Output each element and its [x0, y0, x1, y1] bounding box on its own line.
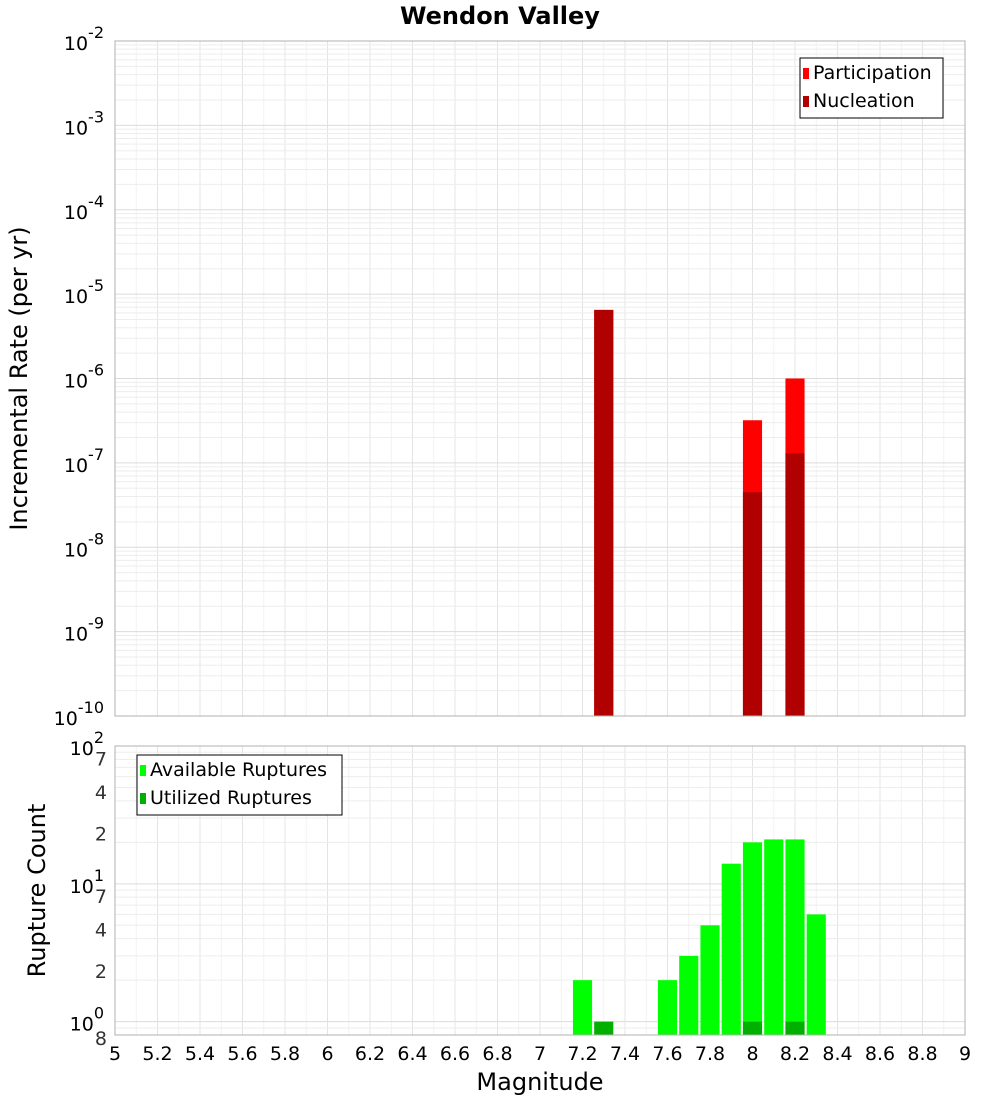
top-legend-swatch — [803, 96, 809, 107]
bottom-bar-available-ruptures — [764, 839, 784, 1035]
bottom-legend-box — [136, 754, 343, 816]
bottom-y-minor-label: 7 — [95, 886, 107, 908]
bottom-y-tick-label: 101 — [70, 866, 104, 898]
top-legend-label: Participation — [813, 62, 932, 84]
top-y-tick-label: 10-2 — [64, 23, 104, 55]
top-legend: Participation Nucleation — [799, 57, 944, 119]
x-tick-label: 5.2 — [142, 1043, 172, 1065]
bottom-legend-swatch — [140, 793, 146, 804]
chart-title: Wendon Valley — [400, 2, 600, 30]
x-axis: 5 5.2 5.4 5.6 5.8 6 6.2 6.4 6.6 6.8 7 7.2 7.4 7.6 7.8 8… — [109, 1043, 971, 1065]
top-y-tick-label: 10-3 — [64, 107, 104, 139]
x-tick-label: 9 — [959, 1043, 971, 1065]
x-tick-label: 8 — [746, 1043, 758, 1065]
top-y-tick-label: 10-6 — [64, 361, 104, 393]
bottom-legend-label: Utilized Ruptures — [150, 787, 312, 809]
top-gridlines — [114, 41, 966, 717]
top-y-tick-label: 10-4 — [64, 192, 104, 224]
x-axis-label: Magnitude — [476, 1068, 603, 1096]
bottom-bar-available-ruptures — [572, 980, 593, 1035]
top-y-tick-label: 10-9 — [64, 614, 104, 646]
x-tick-label: 6.8 — [482, 1043, 512, 1065]
bottom-y-tick-label: 102 — [70, 728, 104, 760]
bottom-bar-available-ruptures — [785, 839, 805, 1035]
bottom-bar-available-ruptures — [657, 980, 678, 1035]
x-tick-label: 8.8 — [907, 1043, 937, 1065]
bottom-bar-utilized-ruptures — [742, 1021, 763, 1035]
top-bars — [594, 309, 805, 716]
x-tick-label: 6 — [321, 1043, 333, 1065]
top-y-tick-label: 10-5 — [64, 276, 104, 308]
bottom-legend-swatch — [140, 765, 146, 776]
top-y-tick-label: 10-10 — [54, 698, 104, 730]
x-tick-label: 5 — [109, 1043, 121, 1065]
bottom-bar-utilized-ruptures — [785, 1021, 805, 1035]
x-tick-label: 5.8 — [270, 1043, 300, 1065]
bottom-bar-utilized-ruptures — [594, 1021, 614, 1035]
x-tick-label: 7 — [534, 1043, 546, 1065]
bottom-legend-label: Available Ruptures — [150, 759, 327, 781]
x-tick-label: 6.4 — [397, 1043, 427, 1065]
bottom-y-axis-label: Rupture Count — [23, 804, 51, 978]
bottom-bar-available-ruptures — [742, 842, 763, 1035]
x-tick-label: 7.8 — [695, 1043, 725, 1065]
x-tick-label: 8.4 — [822, 1043, 852, 1065]
x-tick-label: 8.6 — [865, 1043, 895, 1065]
bottom-plot: 100 101 102 8 2 4 7 2 4 7 Rupture Count Available R… — [23, 728, 966, 1050]
x-tick-label: 7.2 — [567, 1043, 597, 1065]
bottom-legend: Available Ruptures Utilized Ruptures — [136, 754, 343, 816]
x-tick-label: 7.6 — [652, 1043, 682, 1065]
bottom-bar-available-ruptures — [700, 925, 720, 1035]
bottom-y-minor-label: 8 — [95, 1028, 107, 1050]
bottom-bar-available-ruptures — [721, 863, 741, 1035]
top-legend-swatch — [803, 68, 809, 79]
x-tick-label: 6.2 — [355, 1043, 385, 1065]
top-y-tick-label: 10-8 — [64, 529, 104, 561]
top-bar-nucleation — [742, 492, 763, 716]
bottom-y-minor-label: 2 — [95, 961, 107, 983]
top-legend-label: Nucleation — [813, 90, 915, 112]
top-plot: 10-10 10-9 10-8 10-7 10-6 10-5 10-4 10-3 10-2 Inc… — [5, 23, 966, 730]
top-y-tick-label: 10-7 — [64, 445, 104, 477]
x-tick-label: 7.4 — [610, 1043, 640, 1065]
bottom-bar-available-ruptures — [679, 955, 699, 1035]
top-y-axis-label: Incremental Rate (per yr) — [5, 226, 33, 530]
bottom-bars — [572, 839, 826, 1035]
bottom-y-minor-label: 4 — [95, 782, 107, 804]
bottom-plot-border — [114, 745, 966, 1036]
bottom-y-minor-label: 4 — [95, 920, 107, 942]
x-tick-label: 6.6 — [440, 1043, 470, 1065]
top-y-ticks: 10-10 10-9 10-8 10-7 10-6 10-5 10-4 10-3 10-2 — [54, 23, 104, 730]
top-plot-border — [114, 40, 966, 717]
x-tick-label: 5.4 — [185, 1043, 215, 1065]
bottom-y-ticks: 100 101 102 8 2 4 7 2 4 7 — [70, 728, 107, 1050]
top-bar-nucleation — [785, 453, 805, 716]
top-bar-nucleation — [594, 309, 614, 716]
top-legend-box — [799, 57, 944, 119]
bottom-y-minor-label: 2 — [95, 823, 107, 845]
x-tick-label: 8.2 — [780, 1043, 810, 1065]
bottom-y-minor-label: 7 — [95, 748, 107, 770]
x-tick-label: 5.6 — [227, 1043, 257, 1065]
bottom-bar-available-ruptures — [806, 914, 826, 1035]
bottom-y-tick-label: 100 — [70, 1004, 104, 1036]
